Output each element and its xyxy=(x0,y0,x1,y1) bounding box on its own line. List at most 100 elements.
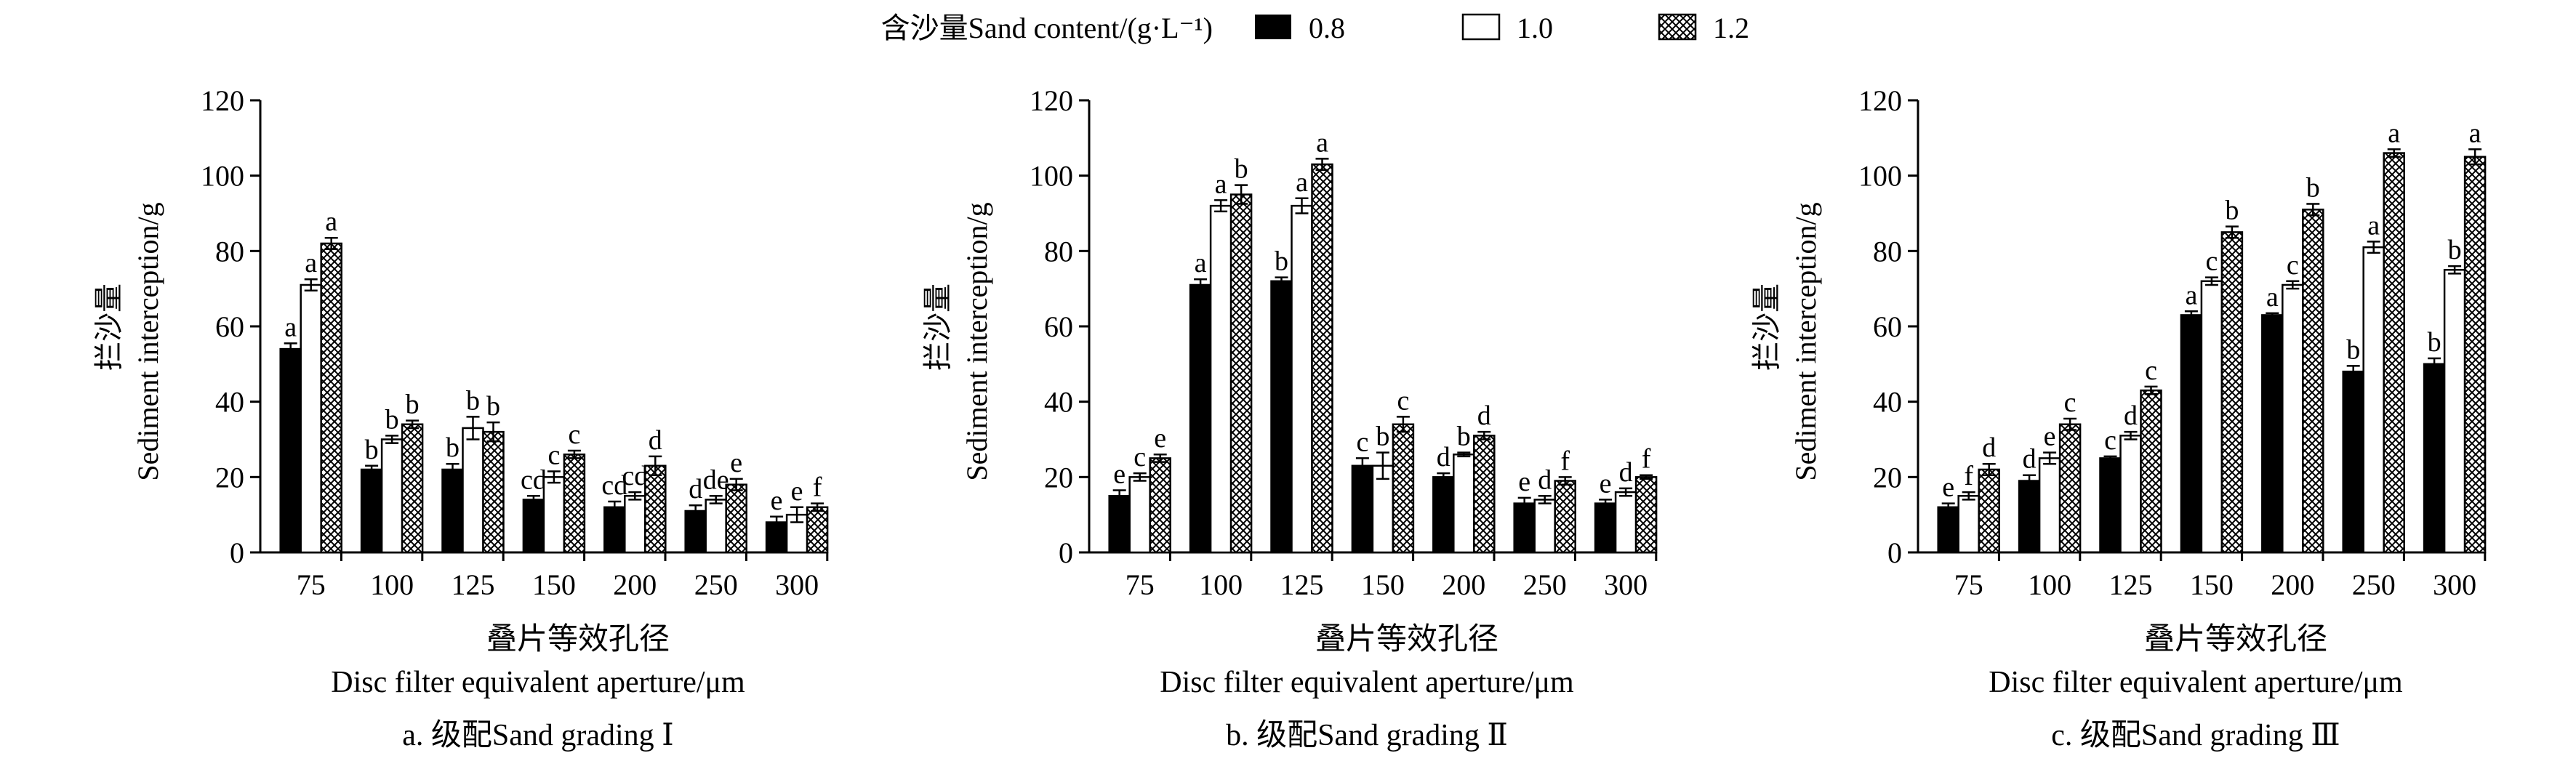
x-tick-label: 100 xyxy=(1199,568,1243,601)
bar-125-0.8 xyxy=(441,468,464,554)
bar-300-1.2 xyxy=(806,506,829,554)
legend-swatch-solid xyxy=(1255,15,1291,39)
x-tick-label: 250 xyxy=(694,568,738,601)
bar-125-1.2 xyxy=(2140,389,2162,554)
bar-250-1.0 xyxy=(705,499,727,554)
bar-150-1.0 xyxy=(542,476,566,554)
significance-label: c xyxy=(2064,387,2077,418)
significance-label: e xyxy=(2044,422,2056,452)
significance-label: a xyxy=(2367,210,2380,241)
y-tick-label: 80 xyxy=(1044,235,1073,267)
significance-label: d xyxy=(1982,432,1996,463)
legend-label: 0.8 xyxy=(1309,12,1345,44)
bar-300-1.2 xyxy=(2463,156,2487,554)
x-axis-label-cn: 叠片等效孔径 xyxy=(1315,623,1498,656)
bar-75-1.0 xyxy=(1128,476,1151,554)
bar-200-1.0 xyxy=(2282,283,2304,554)
legend-title: 含沙量Sand content/(g·L⁻¹) xyxy=(881,12,1213,44)
significance-label: a xyxy=(1296,167,1308,198)
y-tick-label: 80 xyxy=(1873,235,1902,267)
bar-250-1.0 xyxy=(2362,246,2385,554)
significance-label: c xyxy=(2104,425,2116,456)
x-tick-label: 200 xyxy=(613,568,657,601)
bar-300-1.0 xyxy=(1614,491,1637,554)
x-tick-label: 200 xyxy=(1442,568,1485,601)
x-tick-label: 300 xyxy=(2433,568,2476,601)
significance-label: b xyxy=(2448,235,2462,265)
significance-label: b xyxy=(486,391,500,422)
bar-200-1.0 xyxy=(1453,453,1475,554)
x-tick-label: 100 xyxy=(370,568,414,601)
bar-250-1.2 xyxy=(1554,480,1576,554)
panel-caption: a. 级配Sand grading Ⅰ xyxy=(402,719,674,752)
y-tick-label: 100 xyxy=(1030,160,1073,193)
x-tick-label: 75 xyxy=(1954,568,1983,601)
bar-100-1.2 xyxy=(1229,193,1253,554)
chart-legend: 含沙量Sand content/(g·L⁻¹) 0.8 1.0 1.2 xyxy=(881,12,1749,44)
y-tick-label: 20 xyxy=(215,461,244,494)
panel-caption: c. 级配Sand grading Ⅲ xyxy=(2051,719,2340,752)
y-axis-label: Sediment interception/g xyxy=(1789,202,1822,480)
x-tick-label: 250 xyxy=(1523,568,1567,601)
significance-label: a xyxy=(1215,169,1227,199)
significance-label: e xyxy=(1518,467,1530,497)
x-tick-label: 75 xyxy=(1126,568,1155,601)
bar-300-1.0 xyxy=(2443,269,2466,554)
y-tick-label: 80 xyxy=(215,235,244,267)
bar-100-0.8 xyxy=(2018,480,2041,554)
x-axis-label: Disc filter equivalent aperture/μm xyxy=(331,666,745,699)
significance-label: f xyxy=(1964,461,1973,491)
bar-200-1.2 xyxy=(2302,209,2324,554)
x-tick-label: 125 xyxy=(1280,568,1324,601)
y-axis-label: Sediment interception/g xyxy=(960,202,993,480)
bar-100-1.0 xyxy=(380,438,404,554)
x-tick-label: 125 xyxy=(452,568,495,601)
panel-caption: b. 级配Sand grading Ⅱ xyxy=(1226,719,1508,752)
x-tick-label: 300 xyxy=(1604,568,1648,601)
bar-150-1.2 xyxy=(563,453,586,554)
legend-label: 1.0 xyxy=(1517,12,1553,44)
significance-label: e xyxy=(730,448,742,478)
bar-200-0.8 xyxy=(603,506,626,554)
bar-300-0.8 xyxy=(1594,502,1617,554)
significance-label: a xyxy=(2469,118,2481,148)
bar-75-1.2 xyxy=(1978,468,2000,554)
x-axis-label-cn: 叠片等效孔径 xyxy=(486,623,670,656)
legend-item-1.0: 1.0 xyxy=(1461,12,1553,44)
legend-item-0.8: 0.8 xyxy=(1255,12,1345,44)
significance-label: f xyxy=(1642,444,1651,475)
significance-label: cd xyxy=(521,464,547,495)
significance-label: a xyxy=(1195,248,1207,278)
bar-100-1.2 xyxy=(401,423,424,554)
bar-150-0.8 xyxy=(1351,464,1374,554)
significance-label: de xyxy=(703,464,729,495)
significance-label: b xyxy=(2225,196,2239,226)
significance-label: c xyxy=(1397,385,1409,416)
significance-label: c xyxy=(1133,442,1146,472)
y-axis-label-cn: 拦沙量 xyxy=(1750,283,1783,371)
bar-150-1.2 xyxy=(1392,423,1415,554)
y-tick-label: 20 xyxy=(1044,461,1073,494)
significance-label: a xyxy=(305,248,317,278)
bar-75-1.2 xyxy=(1149,457,1171,554)
y-tick-label: 40 xyxy=(215,386,244,419)
significance-label: d xyxy=(1437,442,1450,472)
significance-label: a xyxy=(284,312,297,342)
significance-label: e xyxy=(1113,459,1126,489)
legend-swatch-hatched xyxy=(1658,13,1697,41)
significance-label: b xyxy=(2306,173,2320,204)
significance-label: b xyxy=(446,432,460,463)
x-axis-label: Disc filter equivalent aperture/μm xyxy=(1989,666,2403,699)
y-tick-label: 20 xyxy=(1873,461,1902,494)
significance-label: b xyxy=(406,390,420,420)
y-axis-label-cn: 拦沙量 xyxy=(921,283,954,371)
significance-label: c xyxy=(547,440,560,471)
bar-200-1.2 xyxy=(1473,435,1496,554)
bar-250-1.2 xyxy=(2383,152,2405,554)
significance-label: d xyxy=(1477,400,1491,431)
y-tick-label: 60 xyxy=(1873,310,1902,343)
